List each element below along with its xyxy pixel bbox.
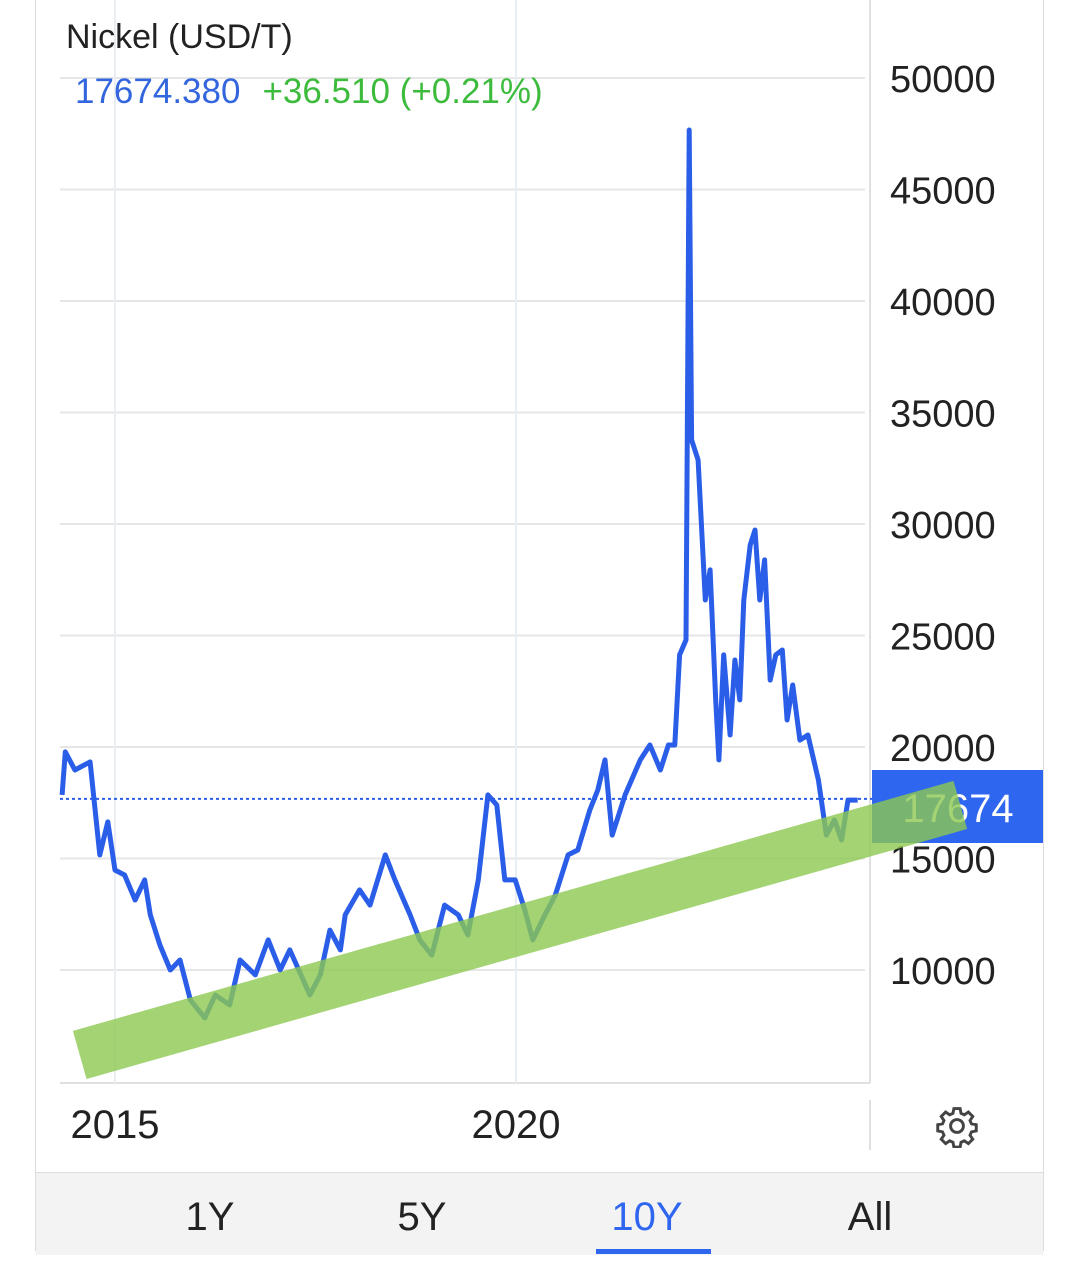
tab-all[interactable]: All — [847, 1195, 893, 1239]
current-price: 17674.380 — [75, 72, 241, 111]
y-tick-label: 35000 — [890, 394, 996, 436]
price-change: +36.510 (+0.21%) — [262, 72, 543, 111]
quote-line: 17674.380 +36.510 (+0.21%) — [75, 72, 543, 112]
gear-icon[interactable] — [935, 1104, 979, 1148]
y-tick-label: 45000 — [890, 171, 996, 213]
x-tick-label: 2015 — [71, 1103, 160, 1147]
trend-band — [72, 780, 968, 1080]
range-tabs: 1Y 5Y 10Y All — [36, 1172, 1043, 1255]
tab-5y[interactable]: 5Y — [397, 1195, 447, 1239]
active-tab-indicator — [596, 1249, 711, 1254]
x-tick-label: 2020 — [472, 1103, 561, 1147]
y-tick-label: 50000 — [890, 59, 996, 101]
y-tick-label: 15000 — [890, 840, 996, 882]
y-tick-label: 20000 — [890, 728, 996, 770]
y-tick-label: 10000 — [890, 951, 996, 993]
y-tick-label: 40000 — [890, 282, 996, 324]
y-tick-label: 25000 — [890, 617, 996, 659]
instrument-title: Nickel (USD/T) — [66, 18, 293, 56]
tab-1y[interactable]: 1Y — [185, 1195, 235, 1239]
tab-10y[interactable]: 10Y — [611, 1195, 683, 1239]
y-tick-label: 30000 — [890, 505, 996, 547]
